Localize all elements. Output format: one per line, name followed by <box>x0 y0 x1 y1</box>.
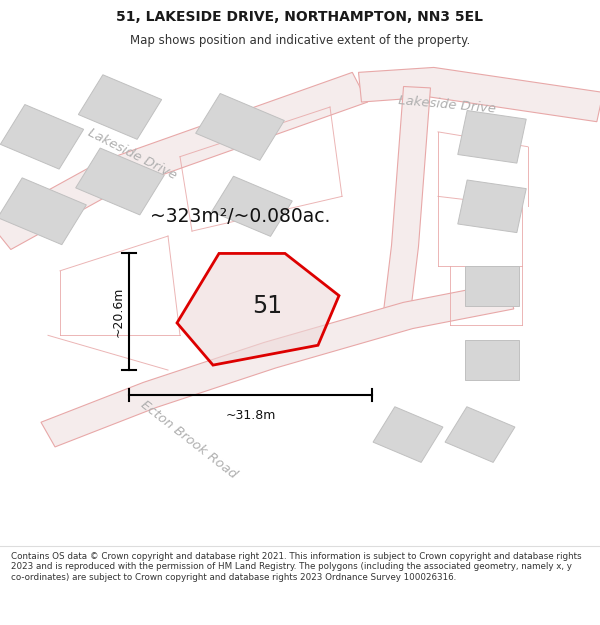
Text: Ecton Brook Road: Ecton Brook Road <box>139 398 239 481</box>
Polygon shape <box>383 86 430 321</box>
Polygon shape <box>1 104 83 169</box>
Text: Contains OS data © Crown copyright and database right 2021. This information is : Contains OS data © Crown copyright and d… <box>11 552 581 582</box>
Polygon shape <box>177 254 339 365</box>
Text: Lakeside Drive: Lakeside Drive <box>398 94 496 115</box>
Text: 51, LAKESIDE DRIVE, NORTHAMPTON, NN3 5EL: 51, LAKESIDE DRIVE, NORTHAMPTON, NN3 5EL <box>116 11 484 24</box>
Polygon shape <box>465 340 519 380</box>
Polygon shape <box>76 148 164 215</box>
Polygon shape <box>0 178 86 244</box>
Polygon shape <box>0 72 368 249</box>
Polygon shape <box>41 282 514 447</box>
Text: 51: 51 <box>252 294 282 318</box>
Text: Lakeside Drive: Lakeside Drive <box>85 126 179 182</box>
Polygon shape <box>458 111 526 163</box>
Polygon shape <box>359 68 600 122</box>
Polygon shape <box>79 75 161 139</box>
Polygon shape <box>373 407 443 462</box>
Text: ~20.6m: ~20.6m <box>112 287 125 337</box>
Polygon shape <box>458 180 526 232</box>
Polygon shape <box>212 176 292 236</box>
Text: ~323m²/~0.080ac.: ~323m²/~0.080ac. <box>150 207 330 226</box>
Polygon shape <box>196 94 284 161</box>
Text: Map shows position and indicative extent of the property.: Map shows position and indicative extent… <box>130 34 470 48</box>
Polygon shape <box>465 266 519 306</box>
Polygon shape <box>445 407 515 462</box>
Text: ~31.8m: ~31.8m <box>226 409 275 422</box>
